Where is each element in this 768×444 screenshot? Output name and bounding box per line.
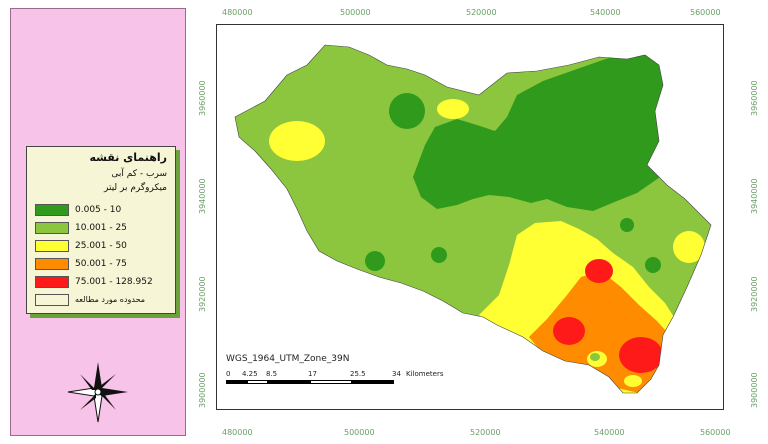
legend-swatch <box>35 222 69 234</box>
legend-swatch <box>35 204 69 216</box>
legend-label: 50.001 - 75 <box>75 259 127 269</box>
y-tick-label-right: 3940000 <box>750 178 759 214</box>
x-tick-label-bottom: 480000 <box>222 428 253 437</box>
map-frame <box>216 24 724 410</box>
scale-tick-label: 34 <box>392 370 401 378</box>
scale-segment <box>352 380 394 384</box>
scale-segment <box>247 380 268 384</box>
legend-item: 75.001 - 128.952 <box>35 275 173 289</box>
study-area-region <box>235 45 711 393</box>
legend-item: 25.001 - 50 <box>35 239 173 253</box>
x-tick-label-bottom: 560000 <box>700 428 731 437</box>
legend-item: 10.001 - 25 <box>35 221 173 235</box>
legend-item: 50.001 - 75 <box>35 257 173 271</box>
x-tick-label-top: 480000 <box>222 8 253 17</box>
legend-item: 0.005 - 10 <box>35 203 173 217</box>
legend-swatch <box>35 294 69 306</box>
x-tick-label-top: 540000 <box>590 8 621 17</box>
scale-segment <box>310 380 352 384</box>
x-tick-label-bottom: 540000 <box>594 428 625 437</box>
y-tick-label-left: 3960000 <box>198 80 207 116</box>
study-area-boundary <box>234 44 712 394</box>
legend-subtitle-unit: میکروگرم بر لیتر <box>104 183 167 193</box>
map-legend: راهنمای نقشه سرب - کم آبی میکروگرم بر لی… <box>26 146 176 314</box>
x-tick-label-bottom: 500000 <box>344 428 375 437</box>
scale-unit: Kilometers <box>406 370 444 378</box>
x-tick-label-bottom: 520000 <box>470 428 501 437</box>
legend-label: 10.001 - 25 <box>75 223 127 233</box>
y-tick-label-left: 3920000 <box>198 276 207 312</box>
legend-swatch <box>35 276 69 288</box>
scale-tick-label: 0 <box>226 370 231 378</box>
x-tick-label-top: 560000 <box>690 8 721 17</box>
north-arrow-compass-icon <box>66 360 130 428</box>
scale-segment <box>226 380 247 384</box>
y-tick-label-right: 3960000 <box>750 80 759 116</box>
x-tick-label-top: 500000 <box>340 8 371 17</box>
lead-concentration-map <box>234 44 712 394</box>
legend-title: راهنمای نقشه <box>89 151 167 164</box>
scale-tick-label: 17 <box>308 370 317 378</box>
scale-tick-label: 4.25 <box>242 370 258 378</box>
legend-swatch <box>35 258 69 270</box>
x-tick-label-top: 520000 <box>466 8 497 17</box>
y-tick-label-right: 3900000 <box>750 372 759 408</box>
y-tick-label-left: 3900000 <box>198 372 207 408</box>
legend-item: محدوده مورد مطالعه <box>35 293 173 307</box>
scale-tick-label: 8.5 <box>266 370 278 378</box>
scale-tick-label: 25.5 <box>350 370 366 378</box>
projection-label: WGS_1964_UTM_Zone_39N <box>226 354 350 364</box>
scale-segment <box>268 380 310 384</box>
legend-swatch <box>35 240 69 252</box>
legend-label: 75.001 - 128.952 <box>75 277 153 287</box>
legend-subtitle-parameter: سرب - کم آبی <box>111 169 167 179</box>
scale-bar: 0 4.25 8.5 17 25.5 34 Kilometers <box>226 370 446 390</box>
legend-label: 25.001 - 50 <box>75 241 127 251</box>
legend-label: محدوده مورد مطالعه <box>75 295 146 304</box>
y-tick-label-right: 3920000 <box>750 276 759 312</box>
legend-label: 0.005 - 10 <box>75 205 122 215</box>
y-tick-label-left: 3940000 <box>198 178 207 214</box>
